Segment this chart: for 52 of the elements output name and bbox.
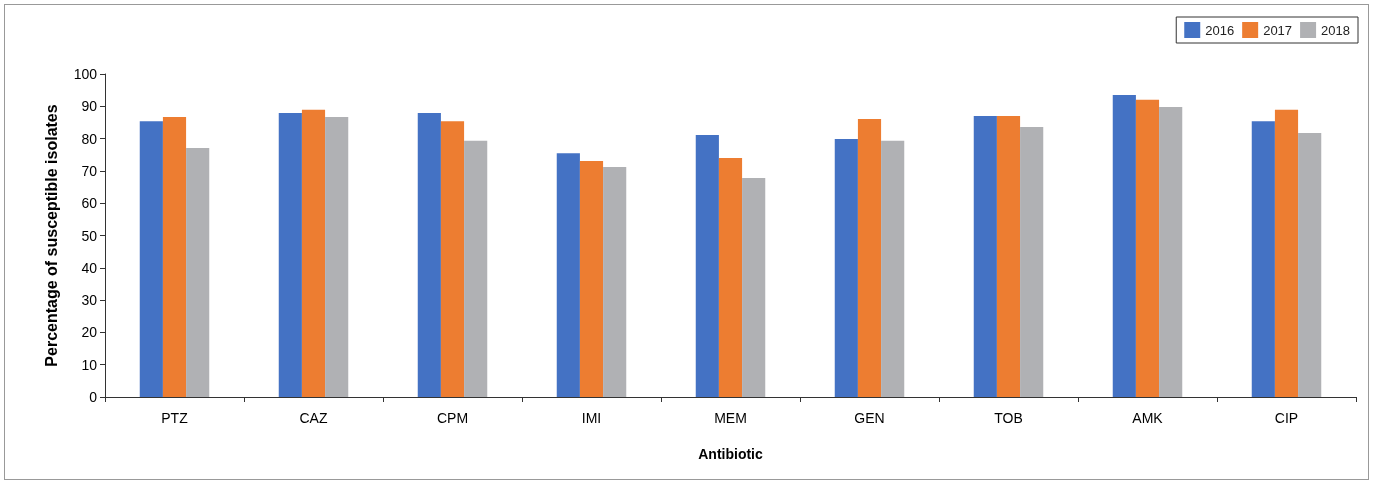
bar — [556, 153, 580, 397]
bar — [834, 138, 858, 397]
bar — [603, 167, 627, 397]
legend-label: 2017 — [1263, 22, 1293, 38]
bar — [1135, 99, 1160, 397]
y-tick-label: 20 — [81, 324, 98, 341]
bar — [417, 113, 441, 397]
bar — [1274, 109, 1299, 397]
bar — [973, 115, 997, 397]
y-tick-label: 10 — [81, 356, 98, 373]
bar — [695, 135, 719, 397]
bar — [857, 118, 882, 397]
bar — [186, 147, 210, 397]
bar — [1159, 106, 1183, 397]
y-tick-label: 80 — [81, 130, 98, 147]
bar — [162, 116, 187, 397]
x-tick-label: AMK — [1132, 410, 1164, 426]
x-tick-label: TOB — [994, 410, 1023, 426]
x-tick-label: CIP — [1274, 410, 1299, 426]
bar — [440, 121, 465, 397]
bar — [881, 140, 905, 397]
y-tick-label: 60 — [81, 195, 98, 212]
y-tick-label: 50 — [81, 227, 98, 244]
bar — [1251, 121, 1275, 397]
bar — [325, 116, 349, 397]
x-tick-label: CAZ — [299, 410, 328, 426]
legend-label: 2018 — [1321, 22, 1350, 38]
bar — [742, 178, 766, 397]
x-tick-label: GEN — [854, 410, 885, 426]
x-tick-label: CPM — [436, 410, 469, 426]
y-tick-label: 100 — [73, 66, 98, 82]
y-tick-label: 0 — [89, 389, 98, 405]
x-tick-label: MEM — [714, 410, 747, 426]
y-tick-label: 90 — [81, 98, 98, 115]
bar — [1020, 126, 1044, 397]
bar — [996, 115, 1021, 397]
x-tick-label: PTZ — [161, 410, 189, 426]
y-tick-label: 30 — [81, 292, 98, 309]
bar — [301, 109, 326, 397]
bar — [718, 157, 743, 397]
x-axis-title: Antibiotic — [698, 446, 763, 462]
y-axis-title: Percentage of susceptible isolates — [42, 104, 60, 367]
bar — [464, 140, 488, 397]
bar — [139, 121, 163, 397]
legend-label: 2016 — [1205, 22, 1235, 38]
bar — [579, 160, 604, 397]
x-tick-label: IMI — [581, 410, 602, 426]
bar — [1298, 133, 1322, 397]
y-tick-label: 40 — [81, 259, 98, 276]
bar — [278, 113, 302, 397]
bar — [1112, 95, 1136, 397]
y-tick-label: 70 — [81, 162, 98, 179]
